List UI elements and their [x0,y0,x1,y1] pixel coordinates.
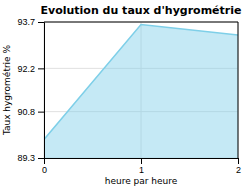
chart: 0 1 2 89.3 90.8 92.2 93.7 Evolution du taux d'h… [0,0,250,188]
tick: 92.2 [17,64,44,74]
tick-mark [238,158,239,164]
tick-label: 89.3 [17,153,35,163]
tick-mark [38,112,44,113]
frame [44,22,238,23]
tick-mark [38,68,44,69]
tick-label: 0 [42,165,47,175]
grid [44,22,238,158]
tick-mark [38,158,44,159]
y-axis: 89.3 90.8 92.2 93.7 [17,17,44,163]
title: Evolution du taux d'hygrométrie [41,4,242,17]
tick: 1 [139,158,144,175]
area [44,24,238,158]
tick: 89.3 [17,153,44,163]
line [44,24,238,139]
tick: 93.7 [17,17,44,27]
tick: 2 [236,158,241,175]
tick-mark [38,22,44,23]
tick-label: 93.7 [17,17,35,27]
axis-line [38,23,45,159]
x-axis: 0 1 2 [42,158,241,175]
tick-label: 92.2 [17,64,35,74]
plot-area: 0 1 2 89.3 90.8 92.2 93.7 [17,17,241,175]
axis-line [45,159,239,165]
frame [238,22,239,158]
tick-label: 2 [236,165,241,175]
x-axis-label: heure par heure [105,176,178,186]
tick: 90.8 [17,107,44,117]
tick-label: 1 [139,165,144,175]
tick: 0 [42,158,47,175]
grid-line [238,22,239,158]
tick-label: 90.8 [17,107,35,117]
y-axis-label: Taux hygrométrie % [2,44,12,136]
marks [44,24,238,158]
tick-mark [141,158,142,164]
grid-line [44,22,238,23]
